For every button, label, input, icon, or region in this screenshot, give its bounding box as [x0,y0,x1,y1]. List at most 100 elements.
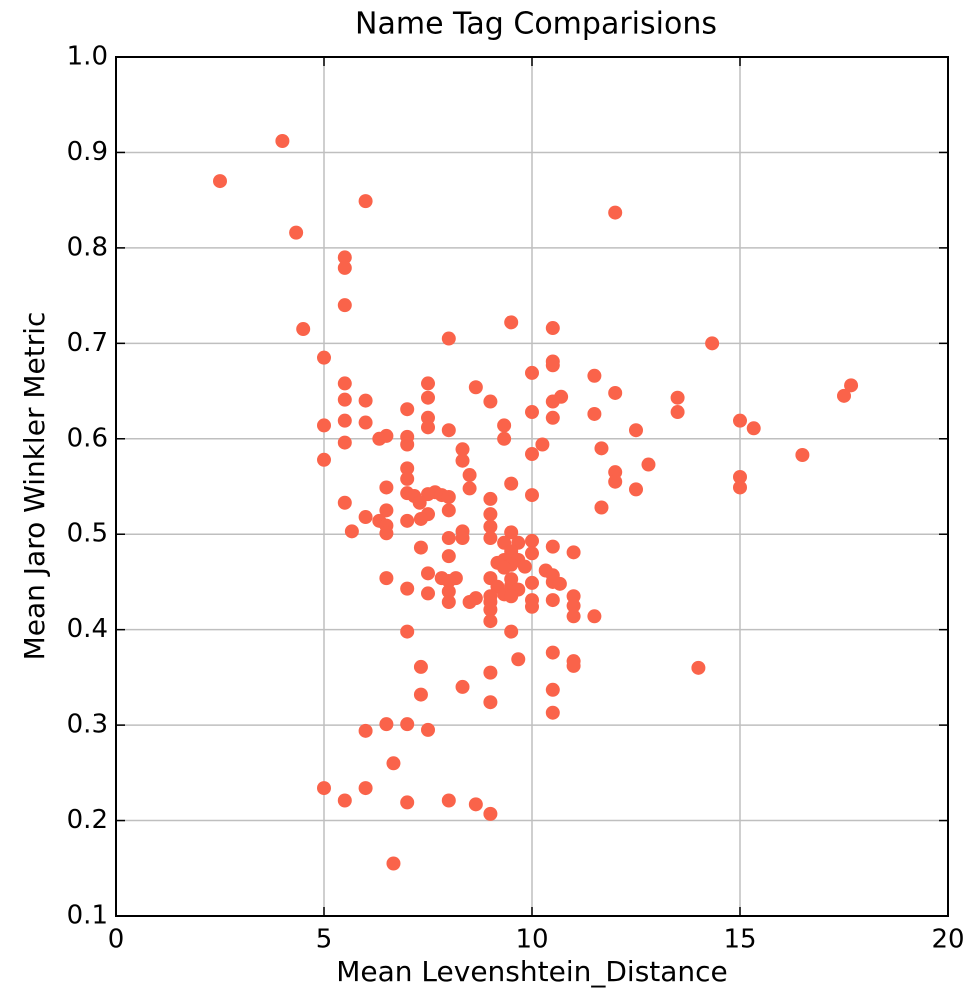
point [483,665,498,680]
point [337,250,352,265]
point [337,298,352,313]
point [483,507,498,522]
point [421,722,435,737]
point [455,453,470,468]
y-tick-label: 0.9 [67,137,108,167]
point [337,260,352,275]
point [441,549,456,564]
point [525,488,539,503]
point [400,513,415,528]
point [421,376,435,391]
point [545,645,560,660]
point [545,593,560,608]
point [629,423,643,438]
point [545,358,560,373]
point [400,402,415,417]
y-tick-label: 0.6 [67,423,108,453]
point [594,441,609,456]
point [379,571,394,586]
point [289,225,304,240]
point [462,468,477,483]
point [504,476,519,491]
point [358,194,373,209]
point [337,793,352,808]
point [455,442,470,457]
point [733,413,747,428]
point [483,806,498,821]
point [337,413,352,428]
point [379,503,394,518]
point [462,594,477,609]
point [525,599,539,614]
y-tick-label: 0.1 [67,901,108,931]
point [535,437,550,452]
y-tick-label: 1.0 [67,42,108,72]
point [317,350,331,365]
point [566,658,581,673]
point [358,393,373,408]
point [441,331,456,346]
point [296,322,311,337]
point [441,489,456,504]
point [497,560,512,575]
point [517,559,532,574]
point [566,598,581,613]
point [525,575,539,590]
point [441,793,456,808]
point [587,609,602,624]
point [691,660,706,675]
point [670,390,685,405]
point [421,420,435,435]
point [670,405,685,420]
x-axis-label: Mean Levenshtein_Distance [336,955,728,988]
point [483,531,498,546]
point [468,380,483,395]
point [400,795,415,810]
point [317,418,331,433]
point [400,624,415,639]
point [400,461,415,476]
point [413,540,428,555]
point [629,482,643,497]
y-tick-label: 0.2 [67,805,108,835]
y-tick-label: 0.7 [67,328,108,358]
point [421,487,435,502]
y-tick-label: 0.5 [67,519,108,549]
point [441,531,456,546]
point [441,423,456,438]
point [400,471,415,486]
x-tick-label: 15 [723,925,756,955]
point [441,503,456,518]
point [545,394,560,409]
point [705,336,720,351]
point [566,545,581,560]
point [337,495,352,510]
point [386,856,401,871]
point [525,447,539,462]
y-tick-label: 0.8 [67,232,108,262]
plot-frame [115,56,949,917]
point [441,594,456,609]
point [400,581,415,596]
y-tick-label: 0.3 [67,710,108,740]
point [358,781,373,796]
point [483,491,498,506]
point [413,687,428,702]
point [504,624,519,639]
point [337,376,352,391]
chart-title: Name Tag Comparisions [355,7,717,42]
y-axis-label: Mean Jaro Winkler Metric [18,312,51,661]
point [483,602,498,617]
point [545,682,560,697]
point [483,614,498,629]
point [421,390,435,405]
point [413,659,428,674]
point [441,584,456,599]
point [421,586,435,601]
x-tick-label: 20 [931,925,964,955]
point [545,705,560,720]
y-tick-label: 0.4 [67,614,108,644]
point [545,410,560,425]
point [413,511,428,526]
point [421,566,435,581]
